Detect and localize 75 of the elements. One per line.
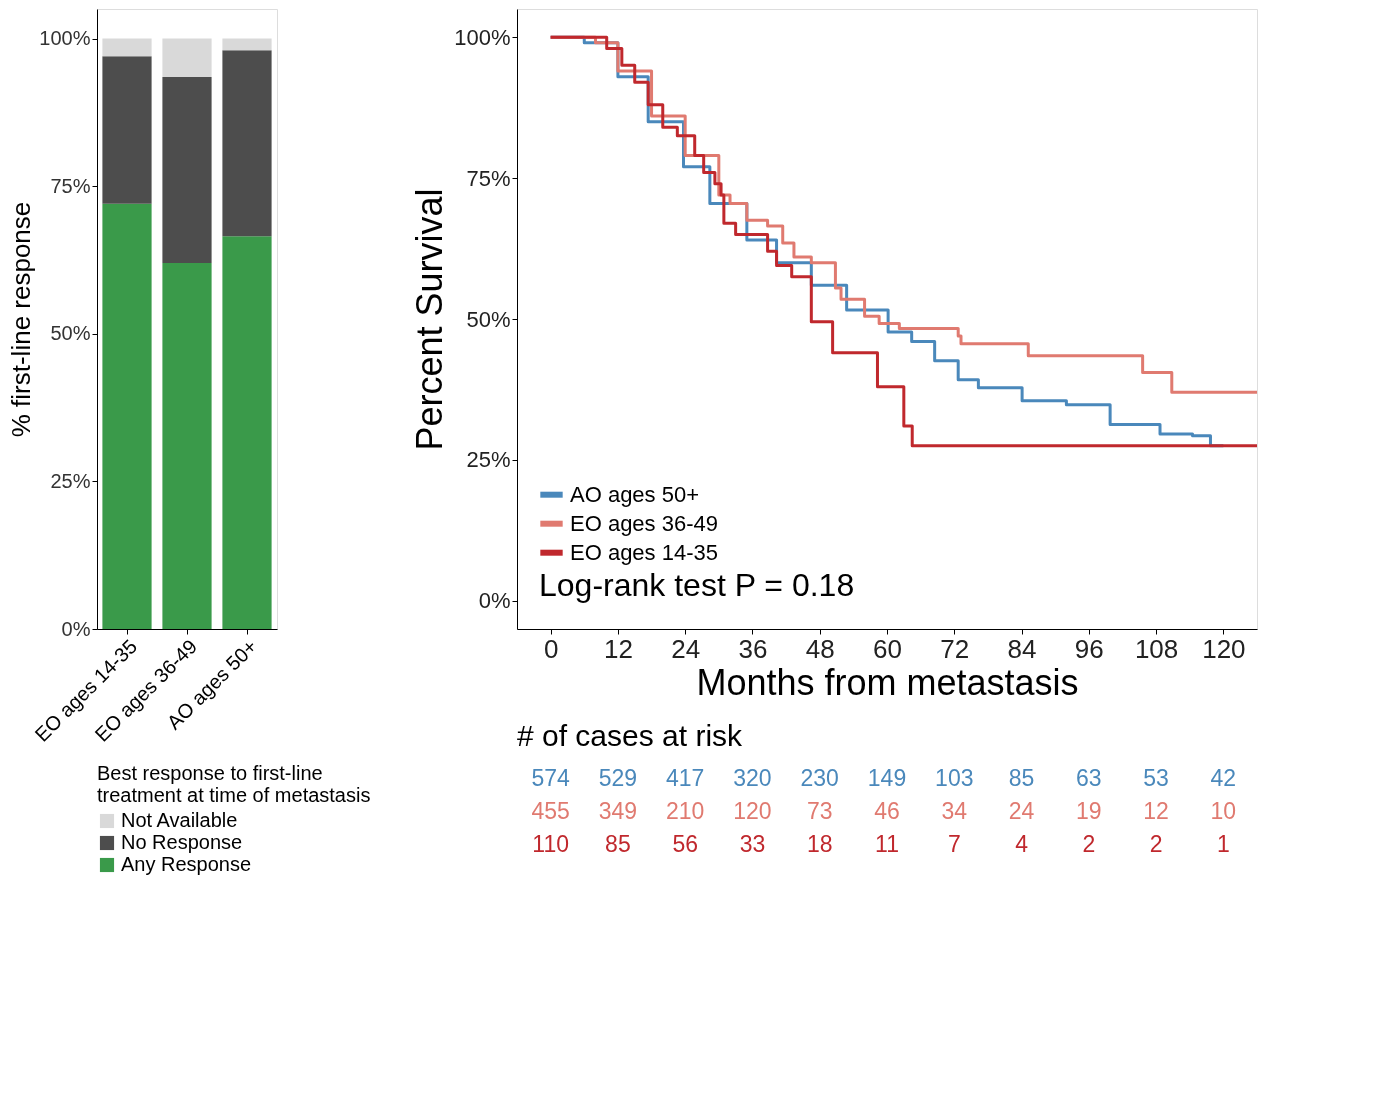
x-axis-title: Months from metastasis bbox=[696, 661, 1079, 703]
y-tick-label: 75% bbox=[466, 165, 511, 191]
bar bbox=[222, 50, 272, 237]
text: 53 bbox=[1143, 764, 1169, 791]
y-tick-label: 0% bbox=[478, 588, 511, 614]
text: 230 bbox=[800, 764, 839, 791]
y-tick-label: 25% bbox=[466, 447, 511, 473]
text: 1 bbox=[1216, 831, 1230, 858]
y-tick-label: 50% bbox=[50, 322, 91, 345]
text: 85 bbox=[1008, 764, 1035, 791]
legend-title: Best response to first-line treatment at time of metastasis bbox=[97, 762, 371, 806]
text: 19 bbox=[1076, 798, 1102, 824]
text: # of cases at risk bbox=[517, 719, 744, 752]
text: 210 bbox=[665, 798, 705, 824]
x-tick-label: 60 bbox=[873, 633, 902, 664]
text: 7 bbox=[947, 831, 961, 858]
bar bbox=[162, 76, 212, 263]
text: 4 bbox=[1015, 831, 1029, 858]
text: 349 bbox=[598, 798, 638, 824]
text: 320 bbox=[733, 764, 772, 791]
y-tick-label: 75% bbox=[50, 174, 91, 197]
bar bbox=[102, 56, 152, 204]
annotation: Log-rank test P = 0.18 bbox=[539, 566, 855, 603]
bar bbox=[162, 262, 212, 629]
text: 110 bbox=[532, 831, 569, 858]
text: 63 bbox=[1076, 764, 1102, 791]
x-tick-label: 24 bbox=[671, 633, 701, 664]
text: 2 bbox=[1149, 831, 1163, 858]
y-tick-label: 50% bbox=[466, 306, 511, 332]
text: 455 bbox=[531, 798, 570, 824]
bar bbox=[102, 203, 152, 629]
x-tick-label: 120 bbox=[1202, 633, 1246, 664]
legend-label: Not Available bbox=[121, 809, 238, 831]
y-tick-label: 100% bbox=[454, 24, 511, 50]
legend-label: EO ages 36-49 bbox=[570, 510, 718, 536]
text: 85 bbox=[605, 831, 631, 858]
text: 18 bbox=[806, 831, 833, 858]
text: 42 bbox=[1210, 764, 1237, 791]
y-tick-label: 25% bbox=[50, 469, 91, 492]
x-tick-label: 12 bbox=[603, 633, 633, 664]
y-axis-title: % first-line response bbox=[6, 201, 37, 438]
legend-label: AO ages 50+ bbox=[570, 481, 700, 507]
bar bbox=[102, 38, 152, 57]
y-tick-label: 0% bbox=[61, 617, 91, 640]
y-axis-title: Percent Survival bbox=[409, 188, 451, 451]
legend-label: Any Response bbox=[121, 853, 252, 875]
text: 46 bbox=[874, 798, 900, 824]
text: 73 bbox=[806, 798, 833, 824]
bar bbox=[162, 38, 212, 77]
bar bbox=[222, 38, 272, 51]
text: 33 bbox=[739, 831, 766, 858]
legend-label: EO ages 14-35 bbox=[570, 539, 718, 565]
text: 12 bbox=[1143, 798, 1169, 824]
text: 103 bbox=[935, 764, 974, 791]
x-tick-label: 36 bbox=[738, 633, 768, 664]
x-tick-label: 108 bbox=[1134, 633, 1179, 664]
text: 574 bbox=[531, 764, 571, 791]
y-tick-label: 100% bbox=[39, 27, 91, 50]
x-tick-label: 48 bbox=[805, 633, 835, 664]
text: 529 bbox=[598, 764, 638, 791]
x-tick-label: 72 bbox=[940, 633, 970, 664]
text: 149 bbox=[867, 764, 907, 791]
text: 2 bbox=[1082, 831, 1096, 858]
bar bbox=[222, 236, 272, 629]
text: 10 bbox=[1210, 798, 1237, 824]
x-tick-label: 96 bbox=[1074, 633, 1104, 664]
text: 34 bbox=[941, 798, 968, 824]
x-tick-label: 84 bbox=[1007, 633, 1037, 664]
x-tick-label: 0 bbox=[543, 633, 559, 664]
legend-label: No Response bbox=[121, 831, 243, 853]
text: 24 bbox=[1008, 798, 1035, 824]
text: 11 bbox=[875, 831, 899, 858]
text: 120 bbox=[733, 798, 772, 824]
text: 56 bbox=[672, 831, 698, 858]
text: 417 bbox=[665, 764, 705, 791]
